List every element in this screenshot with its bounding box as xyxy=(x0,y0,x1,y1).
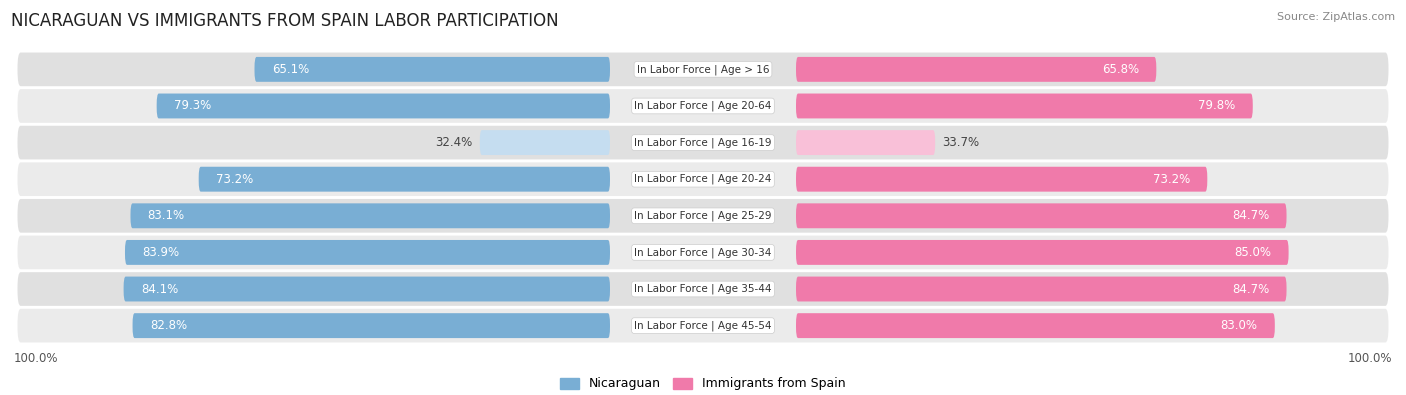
Text: In Labor Force | Age 35-44: In Labor Force | Age 35-44 xyxy=(634,284,772,294)
Text: 100.0%: 100.0% xyxy=(1347,352,1392,365)
Text: 100.0%: 100.0% xyxy=(14,352,59,365)
Text: In Labor Force | Age > 16: In Labor Force | Age > 16 xyxy=(637,64,769,75)
FancyBboxPatch shape xyxy=(17,162,1389,196)
FancyBboxPatch shape xyxy=(796,130,935,155)
FancyBboxPatch shape xyxy=(17,309,1389,342)
Text: 73.2%: 73.2% xyxy=(1153,173,1189,186)
Text: 84.7%: 84.7% xyxy=(1232,282,1270,295)
Text: 65.8%: 65.8% xyxy=(1102,63,1139,76)
Text: Source: ZipAtlas.com: Source: ZipAtlas.com xyxy=(1277,12,1395,22)
FancyBboxPatch shape xyxy=(796,167,1208,192)
Text: In Labor Force | Age 16-19: In Labor Force | Age 16-19 xyxy=(634,137,772,148)
FancyBboxPatch shape xyxy=(17,126,1389,160)
FancyBboxPatch shape xyxy=(796,203,1286,228)
Text: 84.1%: 84.1% xyxy=(141,282,179,295)
FancyBboxPatch shape xyxy=(125,240,610,265)
Text: 83.9%: 83.9% xyxy=(142,246,180,259)
Text: In Labor Force | Age 30-34: In Labor Force | Age 30-34 xyxy=(634,247,772,258)
FancyBboxPatch shape xyxy=(17,89,1389,123)
FancyBboxPatch shape xyxy=(796,240,1289,265)
Legend: Nicaraguan, Immigrants from Spain: Nicaraguan, Immigrants from Spain xyxy=(555,372,851,395)
FancyBboxPatch shape xyxy=(131,203,610,228)
Text: 79.3%: 79.3% xyxy=(174,100,211,113)
Text: In Labor Force | Age 20-24: In Labor Force | Age 20-24 xyxy=(634,174,772,184)
Text: In Labor Force | Age 25-29: In Labor Force | Age 25-29 xyxy=(634,211,772,221)
Text: 65.1%: 65.1% xyxy=(271,63,309,76)
FancyBboxPatch shape xyxy=(479,130,610,155)
Text: 33.7%: 33.7% xyxy=(942,136,979,149)
FancyBboxPatch shape xyxy=(796,313,1275,338)
FancyBboxPatch shape xyxy=(156,94,610,118)
Text: 32.4%: 32.4% xyxy=(436,136,472,149)
Text: 82.8%: 82.8% xyxy=(150,319,187,332)
Text: 73.2%: 73.2% xyxy=(217,173,253,186)
Text: 83.0%: 83.0% xyxy=(1220,319,1257,332)
Text: 85.0%: 85.0% xyxy=(1234,246,1271,259)
FancyBboxPatch shape xyxy=(124,276,610,301)
Text: NICARAGUAN VS IMMIGRANTS FROM SPAIN LABOR PARTICIPATION: NICARAGUAN VS IMMIGRANTS FROM SPAIN LABO… xyxy=(11,12,558,30)
Text: In Labor Force | Age 20-64: In Labor Force | Age 20-64 xyxy=(634,101,772,111)
FancyBboxPatch shape xyxy=(17,53,1389,86)
Text: In Labor Force | Age 45-54: In Labor Force | Age 45-54 xyxy=(634,320,772,331)
FancyBboxPatch shape xyxy=(17,272,1389,306)
FancyBboxPatch shape xyxy=(254,57,610,82)
Text: 79.8%: 79.8% xyxy=(1198,100,1236,113)
FancyBboxPatch shape xyxy=(796,57,1156,82)
FancyBboxPatch shape xyxy=(17,235,1389,269)
FancyBboxPatch shape xyxy=(17,199,1389,233)
Text: 83.1%: 83.1% xyxy=(148,209,184,222)
FancyBboxPatch shape xyxy=(796,276,1286,301)
FancyBboxPatch shape xyxy=(796,94,1253,118)
Text: 84.7%: 84.7% xyxy=(1232,209,1270,222)
FancyBboxPatch shape xyxy=(132,313,610,338)
FancyBboxPatch shape xyxy=(198,167,610,192)
